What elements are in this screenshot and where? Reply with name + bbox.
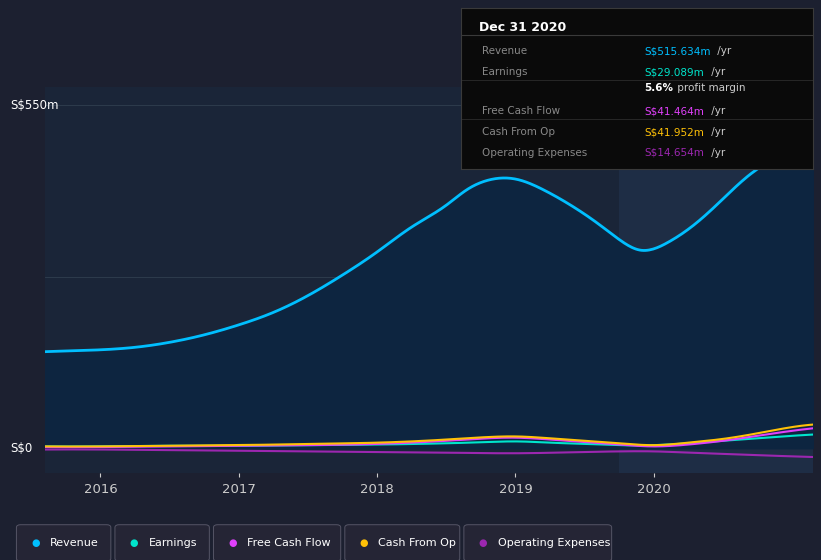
Text: S$0: S$0 (10, 442, 32, 455)
Text: S$550m: S$550m (10, 99, 58, 112)
Text: S$29.089m: S$29.089m (644, 67, 704, 77)
Text: Revenue: Revenue (50, 538, 99, 548)
Text: profit margin: profit margin (674, 83, 745, 94)
Text: /yr: /yr (708, 106, 725, 116)
Text: ●: ● (479, 538, 487, 548)
Text: 5.6%: 5.6% (644, 83, 673, 94)
Text: S$515.634m: S$515.634m (644, 46, 711, 57)
Text: ●: ● (360, 538, 368, 548)
Text: Operating Expenses: Operating Expenses (498, 538, 610, 548)
Text: /yr: /yr (708, 148, 725, 158)
Text: S$41.952m: S$41.952m (644, 127, 704, 137)
Bar (619, 87, 813, 473)
Text: Cash From Op: Cash From Op (483, 127, 556, 137)
Text: ●: ● (31, 538, 39, 548)
Text: Operating Expenses: Operating Expenses (483, 148, 588, 158)
Text: Earnings: Earnings (483, 67, 528, 77)
Text: /yr: /yr (708, 67, 725, 77)
Text: Cash From Op: Cash From Op (378, 538, 456, 548)
Text: /yr: /yr (708, 127, 725, 137)
Text: Revenue: Revenue (483, 46, 528, 57)
Text: /yr: /yr (714, 46, 732, 57)
Text: Earnings: Earnings (149, 538, 197, 548)
Text: Free Cash Flow: Free Cash Flow (483, 106, 561, 116)
Text: Free Cash Flow: Free Cash Flow (247, 538, 331, 548)
Text: Dec 31 2020: Dec 31 2020 (479, 21, 566, 34)
Text: ●: ● (130, 538, 138, 548)
Text: ●: ● (228, 538, 236, 548)
Text: S$41.464m: S$41.464m (644, 106, 704, 116)
Text: S$14.654m: S$14.654m (644, 148, 704, 158)
